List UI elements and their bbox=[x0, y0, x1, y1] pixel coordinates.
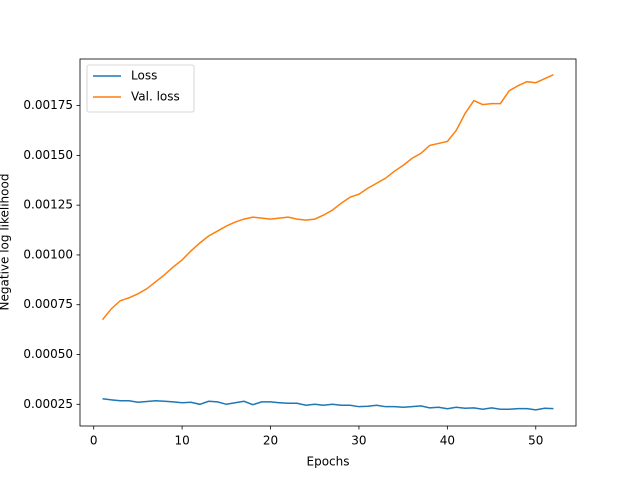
series-line bbox=[102, 397, 554, 411]
legend-label: Val. loss bbox=[131, 90, 180, 104]
y-tick-label: 0.00025 bbox=[23, 397, 73, 411]
series-line bbox=[101, 74, 554, 321]
y-tick-label: 0.00075 bbox=[23, 297, 73, 311]
x-tick-label: 0 bbox=[90, 434, 98, 448]
legend-label: Loss bbox=[131, 69, 157, 83]
y-axis-label: Negative log likelihood bbox=[0, 174, 12, 311]
y-tick-label: 0.00125 bbox=[23, 198, 73, 212]
y-tick-label: 0.00175 bbox=[23, 98, 73, 112]
x-tick-label: 30 bbox=[351, 434, 366, 448]
x-tick-label: 50 bbox=[528, 434, 543, 448]
x-axis-label: Epochs bbox=[307, 455, 350, 469]
x-tick-label: 10 bbox=[174, 434, 189, 448]
y-tick-label: 0.00050 bbox=[23, 347, 73, 361]
y-tick-label: 0.00150 bbox=[23, 148, 73, 162]
y-tick-label: 0.00100 bbox=[23, 247, 73, 261]
x-tick-label: 40 bbox=[440, 434, 455, 448]
axes-frame bbox=[79, 58, 577, 427]
x-tick-label: 20 bbox=[263, 434, 278, 448]
